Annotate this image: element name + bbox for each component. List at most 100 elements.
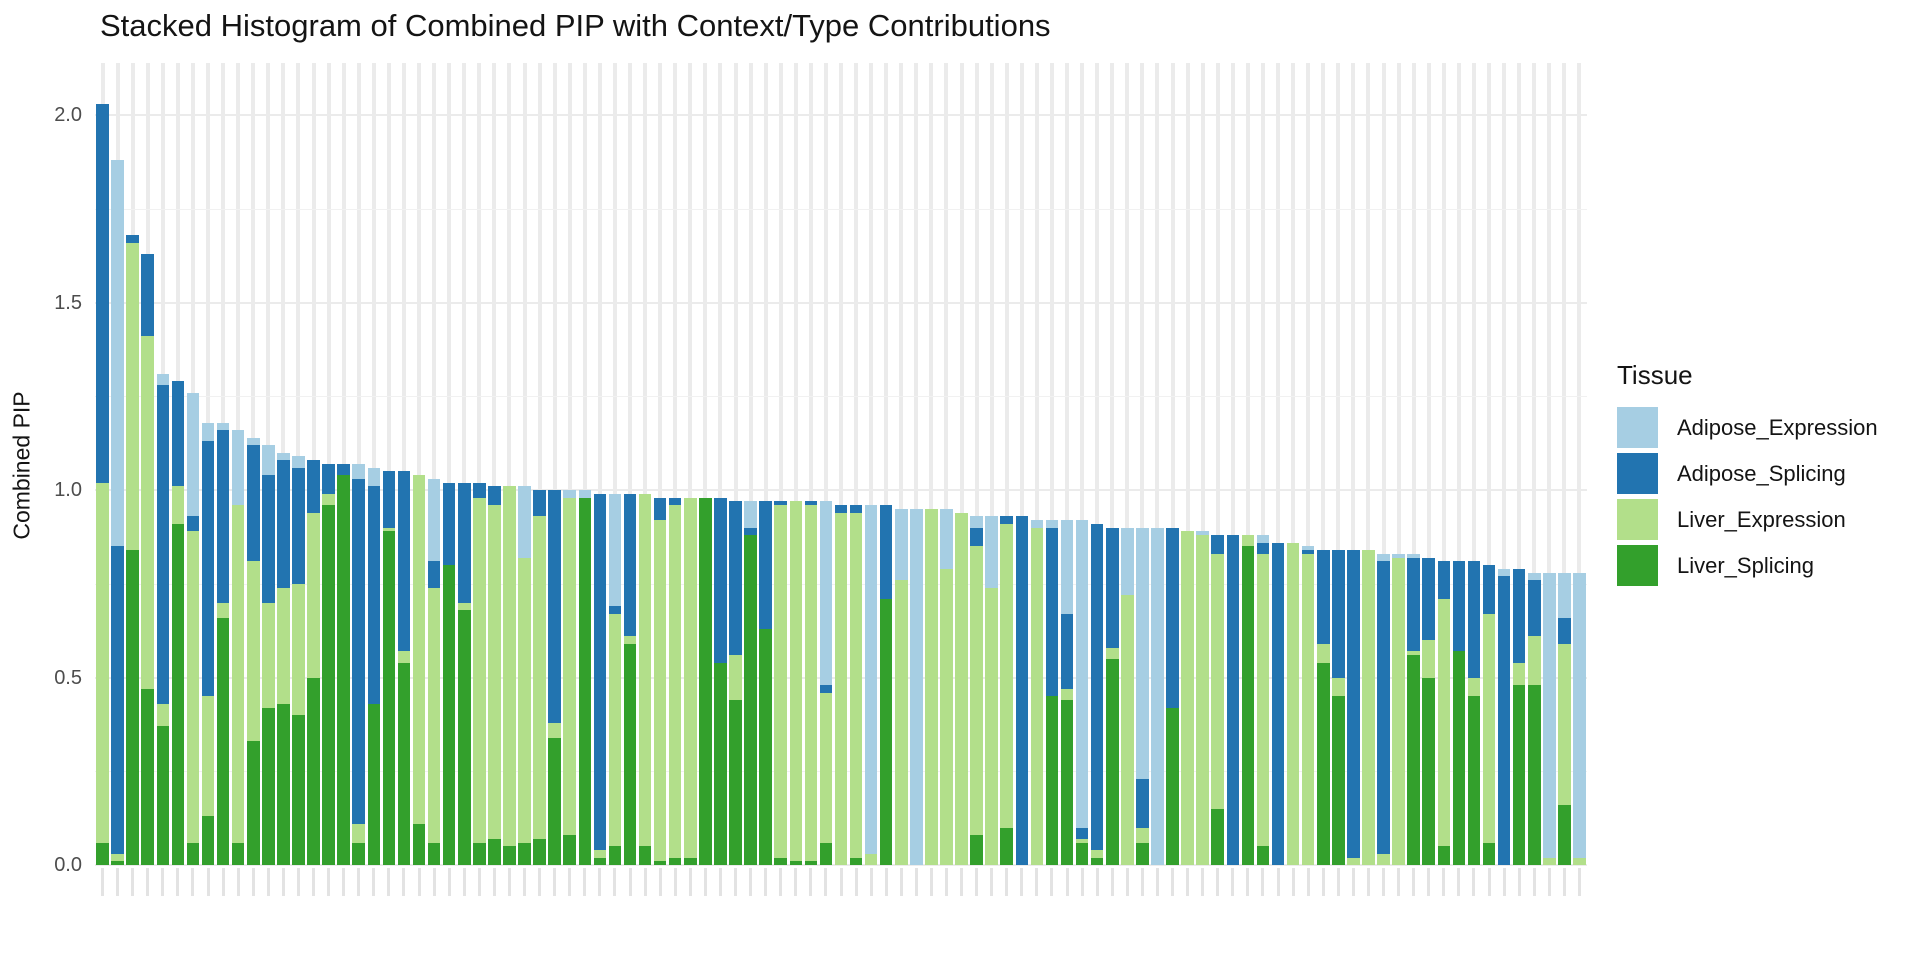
bar-segment-liver_expression	[1000, 523, 1014, 828]
stacked-bar	[518, 486, 531, 865]
x-tick-mark	[116, 868, 120, 896]
vertical-gridline	[1456, 63, 1461, 865]
vertical-gridline	[507, 63, 512, 865]
bar-segment-adipose_expression	[940, 508, 953, 569]
bar-segment-adipose_splicing	[141, 253, 155, 337]
bar-segment-adipose_splicing	[1166, 527, 1179, 708]
bar-segment-adipose_splicing	[1301, 550, 1315, 554]
x-tick-mark	[990, 868, 994, 896]
vertical-gridline	[1034, 63, 1039, 865]
bar-segment-liver_splicing	[578, 497, 592, 865]
x-tick-mark	[266, 868, 270, 896]
vertical-gridline	[1019, 63, 1024, 865]
x-tick-mark	[1201, 868, 1205, 896]
x-tick-mark	[1246, 868, 1250, 896]
vertical-gridline	[612, 63, 617, 865]
stacked-bar	[1573, 572, 1586, 865]
bar-segment-liver_expression	[307, 512, 320, 678]
vertical-gridline	[1125, 63, 1130, 865]
stacked-bar	[684, 497, 697, 865]
bar-segment-adipose_splicing	[488, 486, 501, 505]
x-tick-mark	[764, 868, 768, 896]
stacked-bar	[578, 490, 592, 865]
bar-segment-liver_expression	[352, 823, 365, 843]
bar-segment-liver_expression	[894, 580, 908, 865]
bar-segment-adipose_splicing	[111, 546, 124, 854]
x-tick-mark	[402, 868, 406, 896]
vertical-gridline	[1140, 63, 1145, 865]
vertical-gridline	[447, 63, 452, 865]
bar-segment-adipose_splicing	[1105, 527, 1119, 648]
bar-segment-liver_expression	[1573, 857, 1586, 865]
x-tick-mark	[507, 868, 511, 896]
bar-segment-liver_splicing	[367, 703, 381, 865]
x-tick-mark	[779, 868, 783, 896]
vertical-gridline	[1381, 63, 1386, 865]
stacked-bar	[623, 493, 637, 865]
bar-segment-liver_expression	[593, 850, 607, 858]
bar-segment-liver_splicing	[593, 857, 607, 865]
bar-segment-adipose_expression	[1151, 527, 1164, 865]
x-tick-mark	[296, 868, 300, 896]
bar-segment-liver_expression	[382, 527, 396, 532]
bar-segment-liver_expression	[503, 486, 516, 847]
vertical-gridline	[989, 63, 994, 865]
x-tick-mark	[884, 868, 888, 896]
vertical-gridline	[884, 63, 889, 865]
x-tick-mark	[312, 868, 316, 896]
x-tick-mark	[1397, 868, 1401, 896]
bar-segment-liver_splicing	[759, 628, 772, 865]
bar-segment-adipose_splicing	[246, 445, 260, 562]
vertical-gridline	[823, 63, 828, 865]
x-tick-mark	[568, 868, 572, 896]
stacked-bar	[1452, 561, 1466, 865]
vertical-gridline	[869, 63, 874, 865]
bar-segment-liver_splicing	[1166, 707, 1179, 865]
vertical-gridline	[1200, 63, 1205, 865]
bar-segment-adipose_expression	[352, 463, 365, 479]
bar-segment-adipose_expression	[246, 437, 260, 445]
stacked-bar	[1060, 520, 1074, 865]
bar-segment-liver_expression	[473, 497, 486, 843]
bar-segment-adipose_splicing	[714, 497, 727, 663]
bar-segment-adipose_expression	[1121, 527, 1134, 595]
bar-segment-adipose_splicing	[1045, 527, 1059, 697]
bar-segment-liver_expression	[1211, 553, 1225, 809]
stacked-bar	[1422, 557, 1436, 865]
vertical-gridline	[522, 63, 527, 865]
bar-segment-liver_expression	[1105, 647, 1119, 659]
vertical-gridline	[1276, 63, 1281, 865]
bar-segment-liver_expression	[96, 482, 109, 843]
legend: Tissue Adipose_Expression Adipose_Splicin…	[1617, 360, 1878, 591]
bar-segment-adipose_expression	[1045, 520, 1059, 528]
bar-segment-liver_splicing	[292, 715, 305, 865]
bar-segment-adipose_expression	[1392, 553, 1405, 558]
bar-segment-liver_splicing	[684, 857, 697, 865]
vertical-gridline	[1291, 63, 1296, 865]
x-tick-mark	[462, 868, 466, 896]
bar-segment-liver_splicing	[96, 842, 109, 865]
stacked-bar	[307, 460, 320, 865]
bar-segment-liver_splicing	[337, 475, 350, 865]
bar-segment-adipose_splicing	[1512, 568, 1526, 663]
major-gridline	[95, 489, 1587, 491]
stacked-bar	[985, 516, 998, 865]
bar-segment-liver_splicing	[1105, 658, 1119, 865]
stacked-bar	[1332, 550, 1345, 865]
stacked-bar	[1347, 550, 1360, 865]
bar-segment-adipose_splicing	[277, 460, 290, 588]
vertical-gridline	[417, 63, 422, 865]
x-tick-mark	[1050, 868, 1054, 896]
y-tick-label: 1.0	[54, 479, 82, 501]
bar-segment-adipose_splicing	[382, 471, 396, 528]
bar-segment-liver_splicing	[412, 823, 426, 865]
stacked-bar	[503, 486, 516, 865]
bar-segment-adipose_splicing	[1136, 778, 1149, 828]
bar-segment-liver_splicing	[668, 857, 682, 865]
x-tick-mark	[809, 868, 813, 896]
stacked-bar	[262, 445, 275, 865]
bar-segment-adipose_splicing	[427, 561, 441, 588]
bar-segment-liver_splicing	[819, 842, 833, 865]
bar-segment-liver_expression	[1030, 527, 1044, 865]
stacked-bar	[1030, 520, 1044, 865]
